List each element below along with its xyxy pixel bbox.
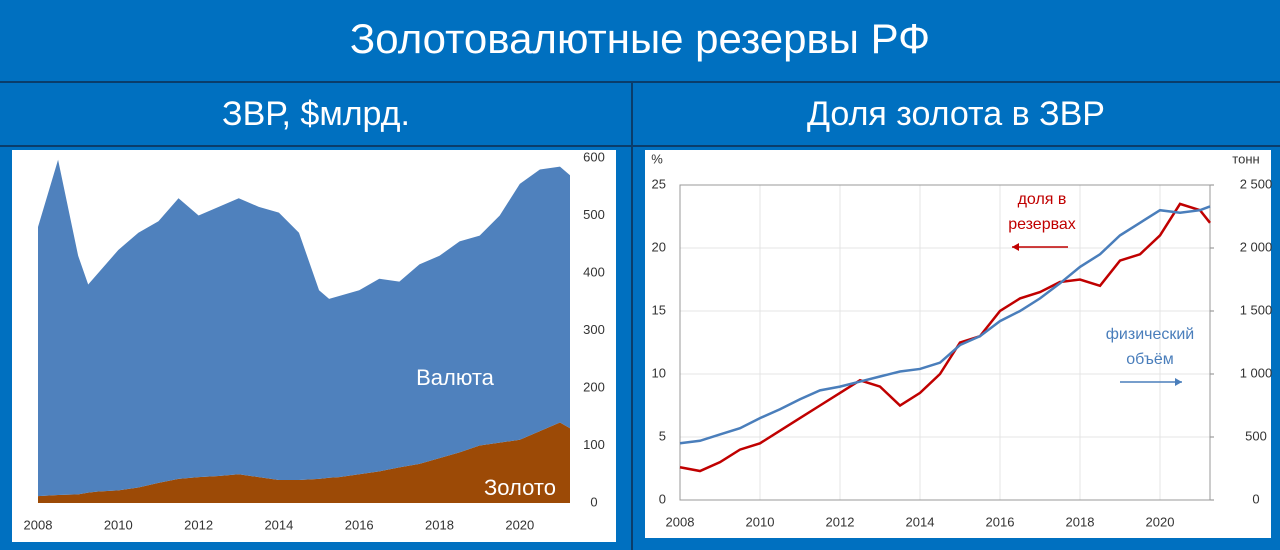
x-tick-label: 2018: [1066, 514, 1095, 529]
line: [679, 205, 1211, 445]
y-tick-label: 500: [583, 207, 605, 222]
x-tick-label: 2010: [746, 514, 775, 529]
y2-tick-label: 1 500: [1240, 302, 1273, 317]
x-tick-label: 2014: [264, 517, 293, 532]
arrow-head: [1012, 243, 1019, 251]
y-tick-label: 20: [652, 239, 666, 254]
y-tick-label: 200: [583, 379, 605, 394]
arrow-head: [1175, 378, 1182, 386]
page-title: Золотовалютные резервы РФ: [350, 15, 930, 62]
y-tick-label: 300: [583, 322, 605, 337]
y2-tick-label: 2 500: [1240, 176, 1273, 191]
y2-tick-label: 1 000: [1240, 365, 1273, 380]
x-tick-label: 2012: [826, 514, 855, 529]
x-tick-label: 2020: [505, 517, 534, 532]
chart-left: 2008 2010 2012 2014 2016 2018 2020 Золото Валюта…: [24, 149, 605, 532]
y-tick-label: 10: [652, 365, 666, 380]
y-tick-label: 600: [583, 149, 605, 164]
y-tick-label: 15: [652, 302, 666, 317]
y-tick-label: 400: [583, 264, 605, 279]
x-tick-label: 2014: [906, 514, 935, 529]
x-tick-label: 2016: [345, 517, 374, 532]
x-tick-label: 2018: [425, 517, 454, 532]
series-label: Золото: [484, 475, 556, 500]
annotation: доля в резервах: [1008, 191, 1076, 233]
annotation: физический объём: [1106, 326, 1194, 368]
panel-title: Доля золота в ЗВР: [807, 95, 1105, 133]
chart-right: 2008 2010 2012 2014 2016 2018 2020 0 5 10 15 20 25 0 5…: [651, 151, 1272, 529]
y-tick-label: 25: [652, 176, 666, 191]
series-label: Валюта: [416, 365, 495, 390]
x-tick-label: 2020: [1146, 514, 1175, 529]
area: [38, 159, 570, 497]
y2-axis-label: тонн: [1232, 151, 1259, 166]
y2-tick-label: 2 000: [1240, 239, 1273, 254]
plot-frame: [679, 184, 1211, 501]
x-tick-label: 2010: [104, 517, 133, 532]
panel-title: ЗВР, $млрд.: [222, 95, 410, 133]
x-tick-label: 2012: [184, 517, 213, 532]
y-axis-label: %: [651, 151, 663, 166]
x-tick-label: 2008: [24, 517, 53, 532]
line: [679, 202, 1211, 473]
y2-tick-label: 0: [1252, 491, 1259, 506]
x-tick-label: 2008: [666, 514, 695, 529]
y-tick-label: 0: [590, 494, 597, 509]
y-tick-label: 0: [659, 491, 666, 506]
area: [38, 422, 570, 503]
y-tick-label: 5: [659, 428, 666, 443]
y-tick-label: 100: [583, 437, 605, 452]
x-tick-label: 2016: [986, 514, 1015, 529]
y2-tick-label: 500: [1245, 428, 1267, 443]
